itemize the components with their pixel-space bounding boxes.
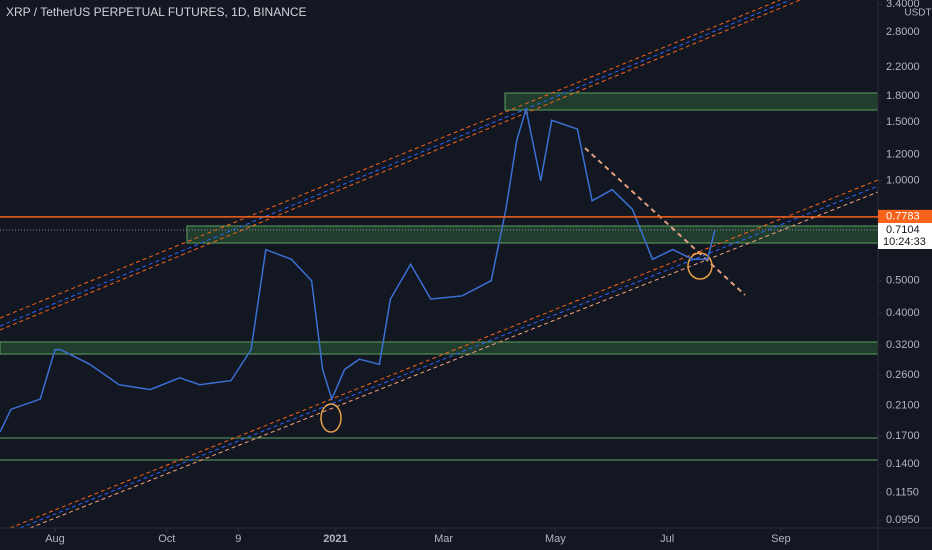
y-tick-label: 0.1400	[886, 458, 920, 470]
countdown: 10:24:33	[883, 236, 926, 248]
y-tick-label: 0.2600	[886, 369, 920, 381]
x-tick-label: Oct	[158, 533, 175, 545]
circle-mark	[320, 403, 342, 433]
circle-mark	[687, 252, 713, 280]
y-tick-label: 0.0950	[886, 514, 920, 526]
x-tick-label: Mar	[434, 533, 453, 545]
y-tick-label: 0.5000	[886, 275, 920, 287]
price-line	[0, 109, 716, 433]
y-tick-label: 1.0000	[886, 175, 920, 187]
y-tick-label: 0.3200	[886, 339, 920, 351]
channel	[0, 0, 781, 319]
channel	[0, 0, 791, 327]
chart-title: XRP / TetherUS PERPETUAL FUTURES, 1D, BI…	[6, 5, 307, 19]
zone	[186, 225, 879, 244]
trend-line	[584, 147, 746, 296]
x-tick-label: 2021	[323, 533, 347, 545]
x-tick-label: Aug	[45, 533, 65, 545]
price-tag	[878, 223, 932, 250]
y-tick-label: 1.8000	[886, 90, 920, 102]
y-tick-label: 3.4000	[886, 0, 920, 10]
price-tag	[878, 209, 932, 224]
x-tick-label: Sep	[771, 533, 791, 545]
y-tick-label: 0.1700	[886, 430, 920, 442]
y-tick-label: 2.8000	[886, 26, 920, 38]
y-tick-label: 2.2000	[886, 61, 920, 73]
x-tick-label: May	[545, 533, 566, 545]
y-tick-label: 0.4000	[886, 307, 920, 319]
y-tick-label: 0.2100	[886, 400, 920, 412]
unit-label: USDT	[904, 8, 931, 19]
y-tick-label: 1.5000	[886, 116, 920, 128]
x-tick-label: 9	[235, 533, 241, 545]
channel	[9, 179, 879, 529]
x-tick-label: Jul	[660, 533, 674, 545]
price-tag-label: 0.7783	[886, 211, 920, 223]
channel	[29, 191, 879, 529]
price-tag-label: 0.7104	[886, 224, 920, 236]
channel	[0, 0, 801, 331]
zone	[504, 92, 879, 111]
zone	[0, 341, 879, 355]
y-tick-label: 0.1150	[886, 487, 919, 499]
y-tick-label: 1.2000	[886, 148, 920, 160]
